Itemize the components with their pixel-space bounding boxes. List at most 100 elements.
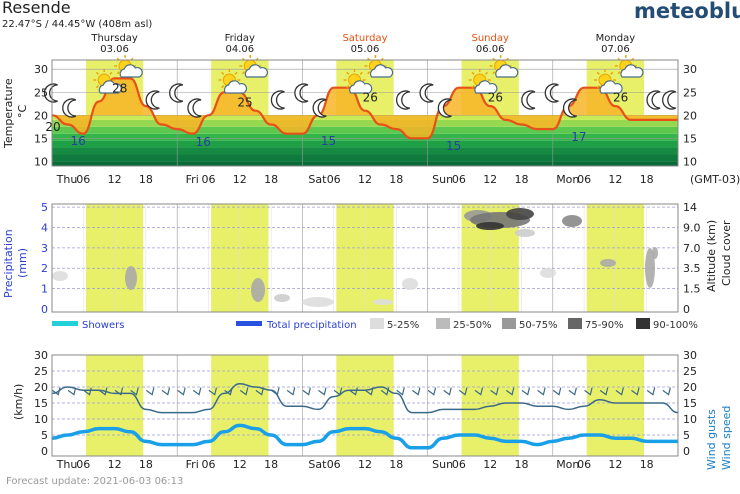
moon-icon <box>437 98 452 118</box>
moon-icon <box>312 98 327 118</box>
weather-icons <box>43 55 677 118</box>
cloud-legend-label: 25-50% <box>453 320 492 331</box>
altitude-tick: 1.5 <box>683 283 701 296</box>
temp-min-label: 20 <box>45 120 60 134</box>
cloud-cover-blob <box>251 278 265 302</box>
x-tick-label: 06 <box>327 173 341 186</box>
moon-icon <box>396 90 411 110</box>
wind-arrow <box>114 387 124 396</box>
x-tick-label: Mon <box>556 173 579 186</box>
x-tick-label: 12 <box>483 458 497 471</box>
x-tick-label: 18 <box>640 458 654 471</box>
moon-icon <box>270 90 285 110</box>
wind-arrow <box>552 387 562 396</box>
temp-band <box>52 133 678 141</box>
x-tick-label: Sun <box>432 458 453 471</box>
wind-arrow <box>615 387 624 396</box>
x-tick-label: 06 <box>202 173 216 186</box>
wind-arrow <box>521 387 531 396</box>
moon-icon <box>145 90 160 110</box>
x-tick-label: 06 <box>76 458 90 471</box>
wind-arrow <box>662 387 671 396</box>
wind-speed-label: Wind speed <box>720 406 733 470</box>
moon-icon <box>544 83 559 103</box>
wind-ytick: 10 <box>34 413 48 426</box>
wind-arrow <box>568 387 577 396</box>
wind-ytick-right: 30 <box>683 349 697 362</box>
altitude-label: Altitude (km) <box>705 220 718 292</box>
moon-icon <box>419 83 434 103</box>
wind-arrow <box>99 387 108 396</box>
x-tick-label: Fri <box>186 458 199 471</box>
cloud-legend-swatch <box>502 318 516 329</box>
precip-legend: Showers Total precipitation 5-25% 25-50% 5… <box>52 318 698 331</box>
moon-icon <box>187 98 202 118</box>
wind-panel: 0 0 5 5 10 10 15 15 20 20 25 25 30 30 (km/h) Wind gus… <box>12 349 733 470</box>
temperature-line <box>52 77 678 140</box>
x-tick-label: 12 <box>358 458 372 471</box>
x-tick-label: 06 <box>452 173 466 186</box>
cloud-icon <box>369 64 394 78</box>
showers-swatch <box>52 321 78 326</box>
cloud-legend-swatch <box>370 318 384 329</box>
total-precip-label: Total precipitation <box>266 320 357 331</box>
precip-ytick: 5 <box>41 201 48 214</box>
brand-logo: meteoblue <box>634 0 740 23</box>
temp-ytick-right: 30 <box>683 63 697 76</box>
cloud-icon <box>620 64 644 78</box>
timezone-label: (GMT-03) <box>690 173 740 186</box>
x-tick-label: Sat <box>308 458 327 471</box>
x-tick-label: 18 <box>139 173 153 186</box>
temp-ytick: 25 <box>34 86 48 99</box>
wind-gusts-line <box>52 383 678 414</box>
cloud-legend-swatch <box>636 318 650 329</box>
wind-arrow <box>599 387 609 396</box>
cloud-cover-blob <box>515 229 535 237</box>
temp-ytick: 30 <box>34 63 48 76</box>
cloud-cover-blob <box>52 271 68 281</box>
wind-ytick: 30 <box>34 349 48 362</box>
x-tick-label: 06 <box>327 458 341 471</box>
temp-ytick-right: 10 <box>683 155 697 168</box>
day-date: 04.06 <box>225 44 254 55</box>
temp-band <box>52 140 678 148</box>
day-date: 05.06 <box>351 44 380 55</box>
wind-ytick: 20 <box>34 381 48 394</box>
wind-speed-line <box>52 423 678 450</box>
day-date: 07.06 <box>601 44 630 55</box>
altitude-tick: 3.5 <box>683 262 701 275</box>
cloud-cover-blob <box>402 278 418 290</box>
cloud-cover-blob <box>274 294 290 302</box>
wind-ytick-right: 0 <box>683 445 690 458</box>
moon-icon <box>43 83 58 103</box>
temp-ytick-right: 15 <box>683 132 697 145</box>
wind-arrow <box>646 387 656 396</box>
wind-arrow <box>161 387 171 396</box>
altitude-tick: 9.0 <box>683 221 701 234</box>
temp-ytick-right: 20 <box>683 109 697 122</box>
moon-icon <box>521 90 536 110</box>
day-name: Monday <box>596 33 636 44</box>
cloud-cover-blob <box>645 248 655 288</box>
wind-arrow <box>412 387 421 396</box>
precip-ytick: 2 <box>41 262 48 275</box>
cloud-icon <box>495 64 519 78</box>
wind-arrow <box>177 387 186 396</box>
x-tick-label: 18 <box>515 173 529 186</box>
cloud-cover <box>52 208 658 307</box>
wind-arrow <box>443 387 452 396</box>
wind-ytick-right: 5 <box>683 429 690 442</box>
x-tick-label: 12 <box>233 173 247 186</box>
wind-ytick: 5 <box>41 429 48 442</box>
temp-ytick: 20 <box>34 109 48 122</box>
wind-arrow <box>192 387 202 396</box>
temp-min-label: 15 <box>321 134 336 148</box>
day-name: Sunday <box>471 33 508 44</box>
temp-max-label: 26 <box>613 91 628 105</box>
x-tick-label: 18 <box>389 173 403 186</box>
moon-icon <box>62 98 77 118</box>
wind-arrow <box>302 387 311 396</box>
